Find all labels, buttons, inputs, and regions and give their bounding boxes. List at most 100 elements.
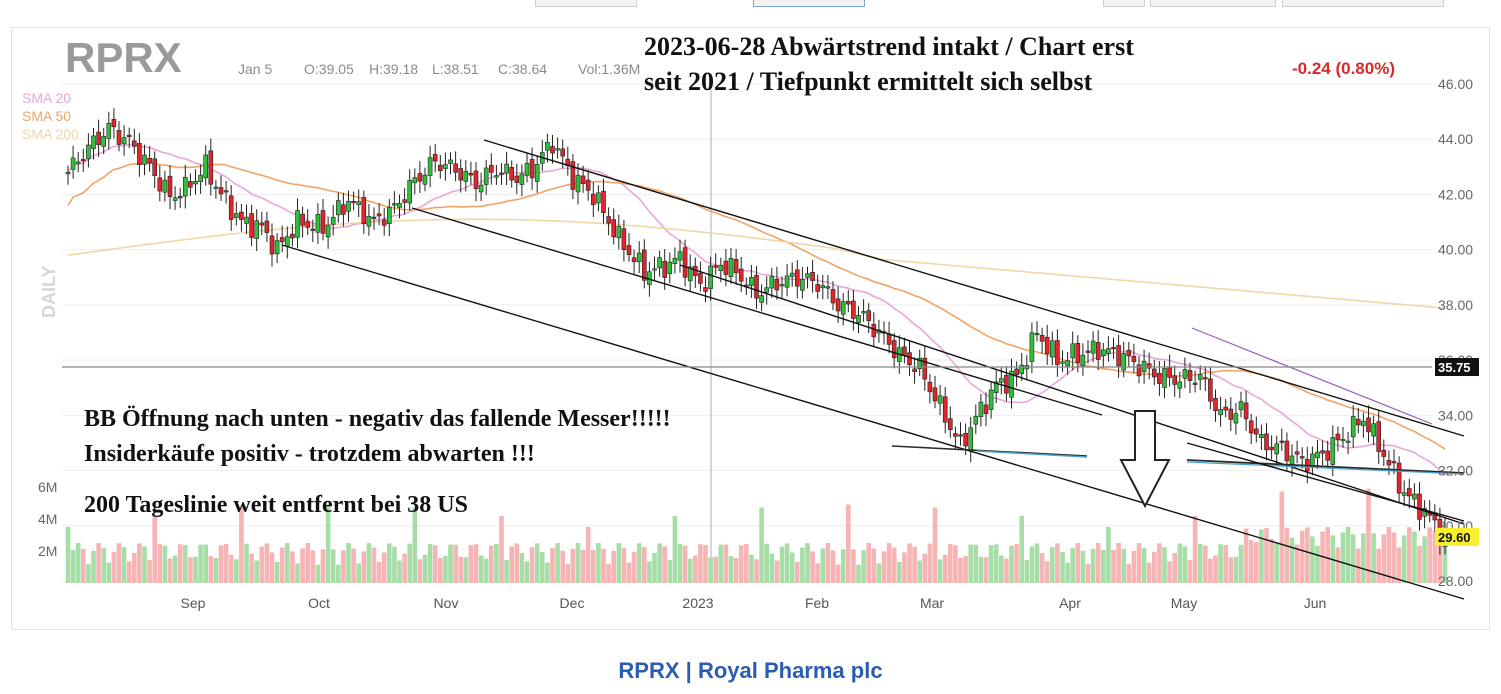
volume-bar — [963, 556, 968, 583]
volume-bar — [478, 555, 484, 583]
candle-body — [800, 278, 805, 291]
volume-bar — [448, 544, 453, 583]
candle-body — [422, 174, 428, 185]
volume-bar — [392, 546, 397, 583]
candle-body — [1055, 340, 1060, 365]
candle-body — [1386, 460, 1392, 466]
volume-bar — [1213, 555, 1218, 583]
volume-bar — [203, 544, 208, 583]
volume-bar — [1090, 548, 1096, 583]
candle-body — [932, 387, 938, 402]
volume-bar — [1376, 548, 1381, 583]
volume-bar — [621, 547, 627, 583]
x-tick-label: 2023 — [682, 595, 713, 611]
candle-body — [1070, 343, 1075, 359]
candle-body — [524, 162, 530, 176]
volume-bar — [1060, 551, 1065, 583]
caption-ticker[interactable]: RPRX — [618, 658, 680, 683]
candle-body — [621, 228, 627, 250]
volume-bar — [667, 559, 673, 583]
chart-frame: 46.0044.0042.0040.0038.0036.0034.0032.00… — [11, 27, 1490, 630]
candle-body — [295, 210, 300, 238]
volume-bar — [249, 553, 254, 583]
volume-bar — [427, 544, 433, 583]
volume-bar — [1432, 530, 1438, 583]
volume-bar — [1407, 527, 1412, 583]
volume-bar — [1050, 547, 1055, 583]
volume-bar — [1039, 553, 1045, 583]
candle-body — [1243, 402, 1249, 420]
volume-bar — [902, 552, 907, 583]
candle-body — [723, 260, 729, 275]
candle-body — [218, 187, 224, 195]
volume-bar — [596, 543, 601, 583]
volume-bar — [774, 560, 780, 583]
candle-body — [1340, 439, 1346, 442]
legend-sma-200: SMA 200 — [22, 126, 79, 142]
volume-bar — [1034, 543, 1040, 583]
volume-bar — [1427, 527, 1432, 583]
candle-body — [1116, 345, 1121, 367]
volume-bar — [254, 560, 259, 583]
sma-50-line — [67, 162, 1446, 450]
volume-bar — [805, 543, 810, 583]
volume-bar — [815, 563, 820, 583]
volume-bar — [550, 547, 555, 583]
volume-bar — [381, 552, 387, 583]
volume-bar — [371, 547, 377, 583]
candle-body — [529, 159, 535, 179]
last-price-badge — [1435, 527, 1479, 546]
volume-bar — [295, 563, 300, 583]
candle-body — [1259, 434, 1264, 438]
volume-bar — [999, 555, 1004, 583]
candle-body — [305, 221, 311, 228]
candle-body — [1004, 374, 1009, 394]
volume-bar — [218, 545, 224, 583]
candle-body — [835, 298, 841, 312]
volume-bar — [968, 544, 973, 583]
volume-bar — [106, 562, 112, 583]
candle-body — [1345, 440, 1351, 443]
volume-bar — [606, 564, 611, 583]
volume-bar — [993, 544, 999, 583]
candle-body — [545, 141, 550, 151]
volume-bar — [1203, 545, 1208, 583]
volume-bar — [1167, 561, 1172, 583]
volume-bar — [1259, 529, 1264, 583]
volume-bar — [907, 543, 912, 583]
candle-body — [458, 168, 464, 181]
candle-body — [856, 315, 861, 323]
candle-body — [463, 170, 469, 182]
volume-bar — [1243, 528, 1249, 583]
candle-body — [861, 311, 866, 314]
volume-bar — [1187, 559, 1193, 583]
candle-body — [1009, 370, 1014, 398]
candle-body — [626, 245, 632, 255]
volume-bar — [1146, 562, 1152, 583]
candle-body — [152, 158, 157, 176]
candle-body — [1172, 375, 1177, 385]
caption-company[interactable]: Royal Pharma plc — [697, 658, 883, 683]
candle-body — [1167, 366, 1172, 378]
volume-tick-label: 6M — [38, 479, 57, 495]
volume-bar — [132, 553, 137, 583]
candle-body — [468, 172, 474, 176]
candle-body — [1381, 449, 1387, 457]
volume-bar — [728, 556, 734, 583]
candle-body — [81, 159, 86, 162]
candle-body — [1065, 360, 1070, 367]
candle-body — [1325, 450, 1330, 461]
volume-bar — [468, 545, 474, 583]
candle-body — [601, 190, 606, 213]
candle-body — [335, 200, 341, 216]
candle-body — [70, 157, 76, 170]
candle-body — [1050, 340, 1055, 358]
x-tick-label: Sep — [181, 595, 206, 611]
candle-body — [213, 186, 219, 189]
candle-body — [754, 275, 759, 299]
volume-bar — [300, 548, 305, 583]
volume-bar — [1172, 553, 1177, 583]
candle-body — [1146, 363, 1152, 369]
volume-bar — [443, 556, 448, 583]
volume-bar — [330, 549, 336, 583]
